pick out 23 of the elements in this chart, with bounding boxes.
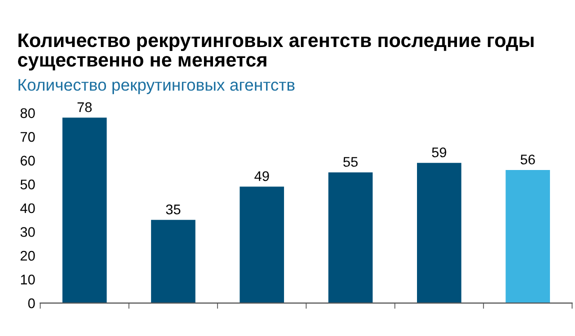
data-label: 35	[166, 204, 180, 214]
y-tick-label: 10	[21, 274, 35, 284]
y-tick-label: 50	[20, 180, 35, 190]
y-tick-label: 60	[20, 156, 35, 166]
bar	[506, 170, 550, 304]
data-label: 56	[520, 154, 535, 164]
data-label: 59	[432, 147, 446, 158]
y-tick-label: 30	[20, 227, 35, 237]
data-label: 78	[78, 102, 92, 112]
bar	[151, 220, 196, 304]
data-label: 49	[254, 171, 269, 182]
chart-subtitle: Количество рекрутинговых агентств	[18, 79, 295, 94]
chart-title: Количество рекрутинговых агентств последние годы существенно не меняется	[18, 34, 534, 71]
bar	[240, 186, 284, 304]
bar	[416, 162, 462, 304]
bar	[62, 118, 107, 304]
y-tick-label: 70	[20, 132, 35, 142]
y-tick-label: 80	[20, 108, 35, 118]
bar	[328, 172, 373, 304]
y-tick-label: 0	[28, 298, 35, 308]
data-label: 55	[343, 157, 358, 167]
y-tick-label: 20	[20, 250, 35, 261]
y-tick-label: 40	[20, 203, 35, 214]
